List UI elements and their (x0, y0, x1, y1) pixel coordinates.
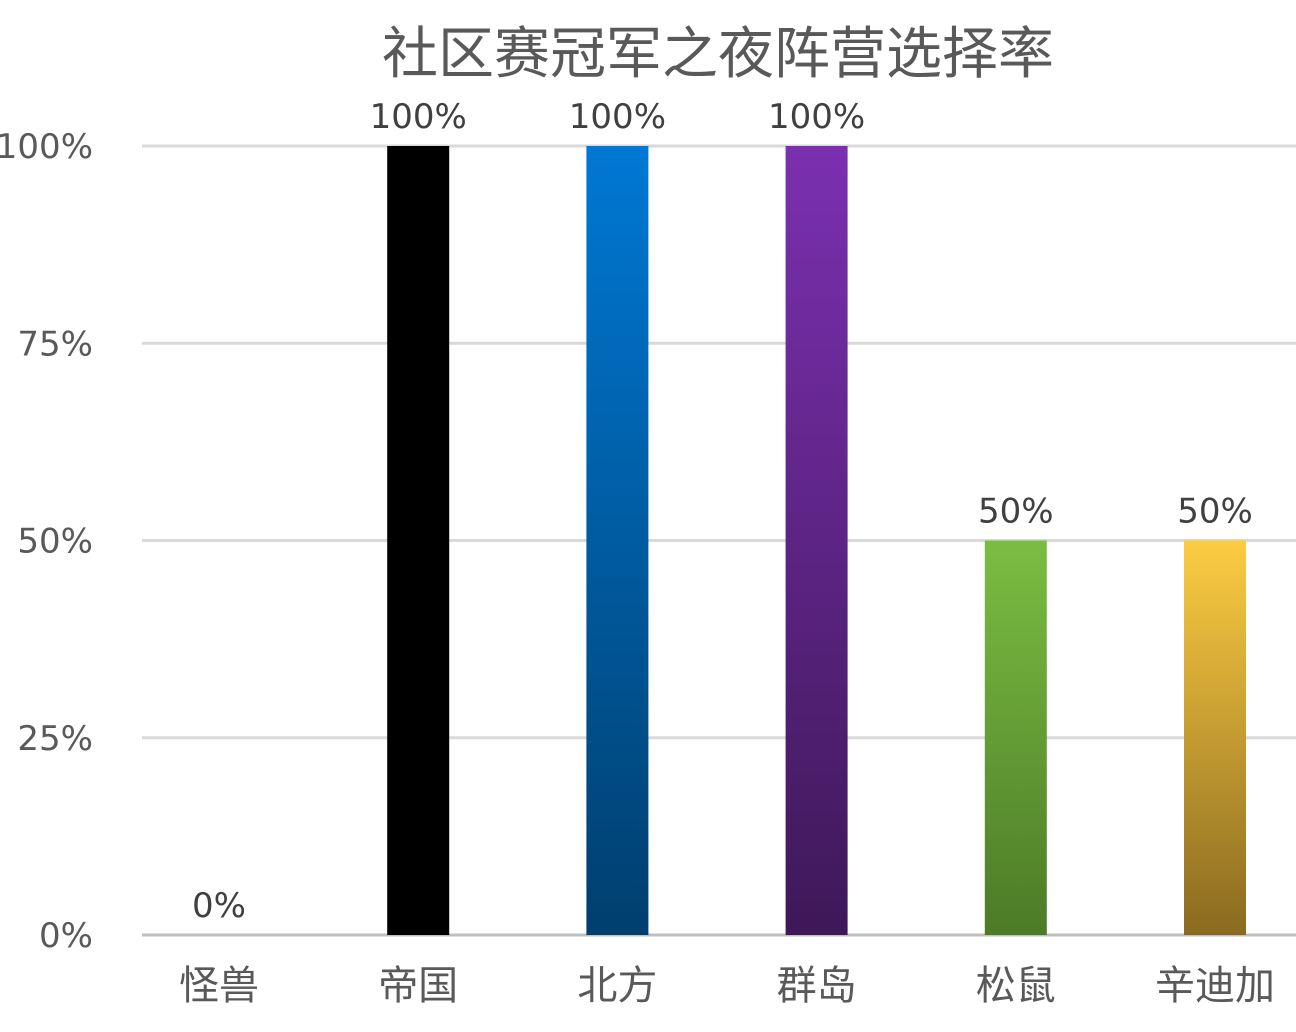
y-tick-label-100: 100% (0, 127, 93, 167)
data-label-帝国: 100% (370, 97, 467, 137)
bar-群岛 (785, 146, 848, 935)
y-tick-label-75: 75% (17, 324, 93, 364)
y-tick-label-25: 25% (17, 719, 93, 759)
data-labels: 0% 100% 100% 100% 50% 50% (192, 97, 1253, 926)
bar-北方 (586, 146, 649, 935)
data-label-群岛: 100% (768, 97, 865, 137)
data-label-辛迪加: 50% (1177, 492, 1253, 532)
data-label-怪兽: 0% (192, 886, 246, 926)
gridlines (142, 144, 1296, 937)
bar-松鼠 (984, 540, 1047, 935)
y-axis-tick-labels: 0% 25% 50% 75% 100% (0, 127, 93, 956)
category-label-松鼠: 松鼠 (976, 963, 1056, 1009)
data-label-北方: 100% (569, 97, 666, 137)
category-label-群岛: 群岛 (777, 963, 857, 1009)
category-label-帝国: 帝国 (378, 963, 458, 1009)
y-tick-label-0: 0% (39, 916, 93, 956)
data-label-松鼠: 50% (978, 492, 1054, 532)
bar-帝国 (387, 146, 450, 935)
chart-title: 社区赛冠军之夜阵营选择率 (382, 22, 1054, 87)
category-label-怪兽: 怪兽 (179, 963, 259, 1009)
x-axis-category-labels: 怪兽 帝国 北方 群岛 松鼠 辛迪加 (179, 963, 1275, 1009)
category-label-辛迪加: 辛迪加 (1155, 963, 1275, 1009)
category-label-北方: 北方 (577, 963, 657, 1009)
bar-辛迪加 (1184, 540, 1246, 935)
y-tick-label-50: 50% (17, 522, 93, 562)
bars (387, 146, 1246, 935)
